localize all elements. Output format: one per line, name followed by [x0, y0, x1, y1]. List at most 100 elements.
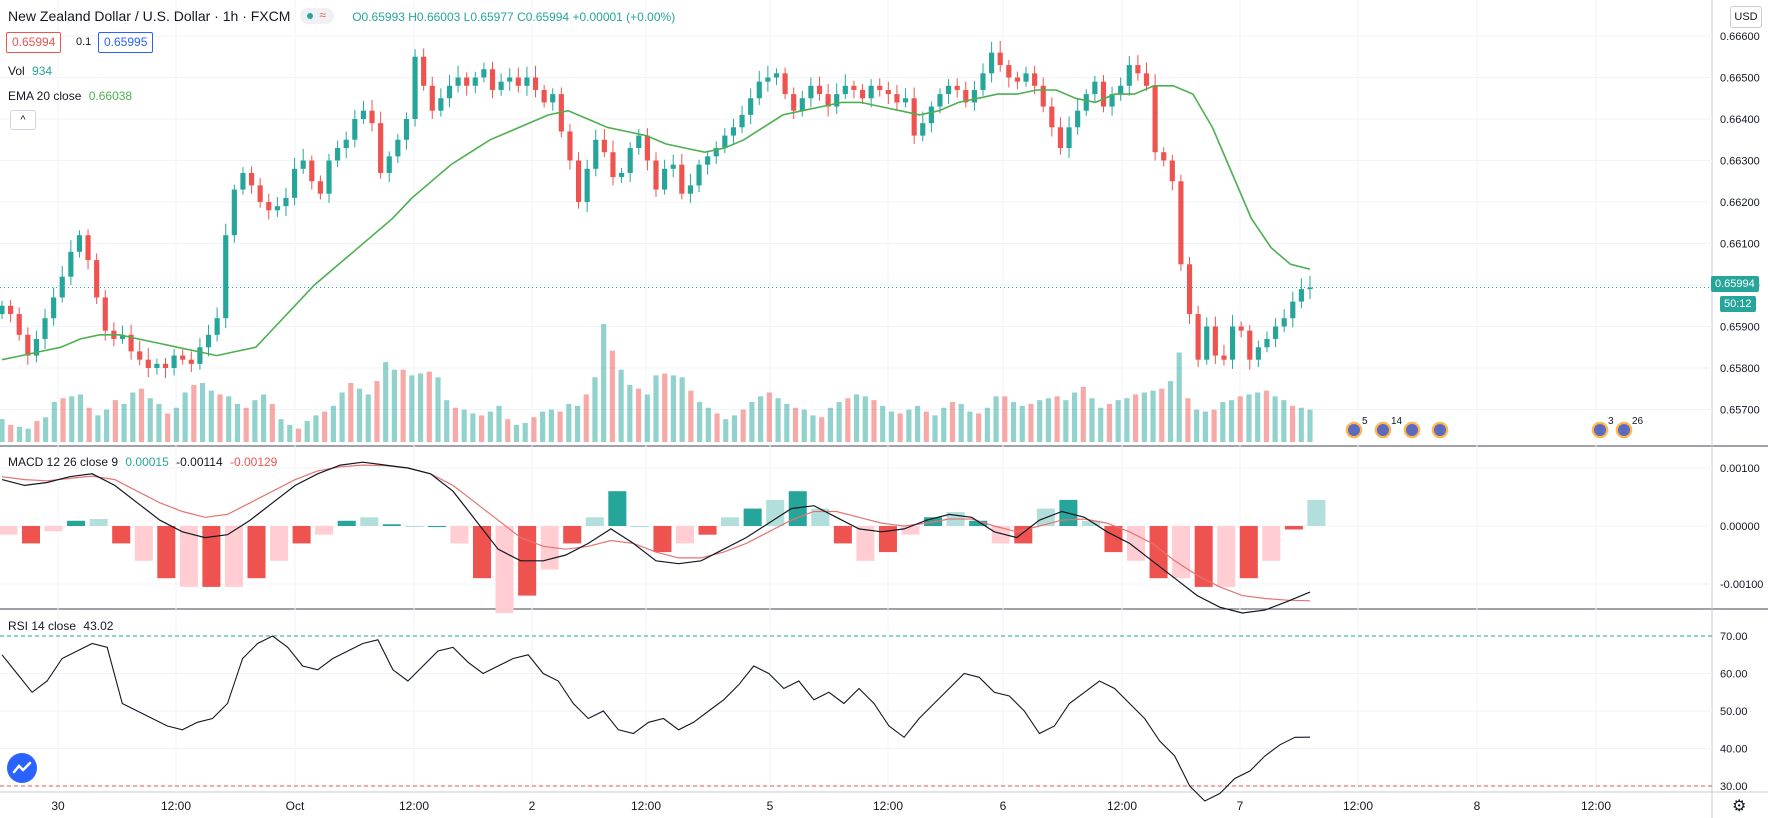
macd-signal-value: -0.00129: [229, 455, 278, 469]
candle-body: [679, 164, 685, 194]
volume-bar: [356, 388, 363, 442]
volume-bar: [1019, 405, 1025, 442]
price-tick-label: 0.65700: [1720, 405, 1760, 417]
macd-histogram-bar: [360, 517, 379, 526]
volume-bar: [261, 394, 267, 442]
candle-body: [1100, 81, 1107, 107]
rsi-legend[interactable]: RSI 14 close 43.02: [8, 618, 113, 634]
candle-body: [1281, 318, 1287, 327]
macd-histogram-bar: [969, 520, 988, 526]
volume-bar: [766, 392, 772, 442]
volume-value: 934: [32, 64, 53, 78]
candle-body: [791, 94, 797, 111]
candle-body: [567, 131, 573, 161]
market-status-indicator[interactable]: ≈: [300, 8, 335, 25]
candle-body: [834, 94, 840, 107]
event-count-label: 3: [1608, 416, 1614, 427]
candle-body: [1178, 181, 1184, 265]
candle-body: [326, 160, 332, 194]
candle-body: [920, 123, 926, 136]
candle-body: [756, 81, 762, 99]
ema-legend[interactable]: EMA 20 close 0.66038: [8, 88, 132, 104]
candle-body: [653, 160, 659, 190]
sell-price-box[interactable]: 0.65994: [6, 32, 62, 53]
candle-body: [971, 89, 977, 103]
volume-bar: [522, 422, 528, 442]
volume-bar: [1133, 394, 1139, 442]
open-value: O0.65993: [352, 10, 405, 24]
macd-histogram-bar: [721, 517, 740, 526]
candle-body: [593, 139, 599, 169]
event-flag-icon: [1402, 420, 1422, 440]
low-value: L0.65977: [463, 10, 514, 24]
volume-bar: [609, 350, 615, 442]
candle-body: [713, 148, 719, 157]
volume-bar: [923, 411, 929, 442]
volume-bar: [287, 424, 293, 442]
macd-histogram-bar: [1149, 526, 1168, 579]
candle-body: [412, 56, 418, 119]
volume-bar: [758, 396, 764, 442]
volume-bar: [383, 362, 389, 442]
collapse-legend-button[interactable]: ^: [10, 110, 36, 130]
candle-body: [16, 314, 22, 335]
macd-line: [1, 461, 1311, 614]
rsi-tick-label: 40.00: [1720, 744, 1748, 756]
candle-body: [481, 69, 487, 78]
buy-price-box[interactable]: 0.65995: [98, 32, 154, 53]
candle-body: [1118, 85, 1124, 95]
macd-histogram-bar: [382, 524, 401, 526]
candle-body: [1186, 264, 1193, 315]
candle-body: [799, 98, 805, 111]
candle-body: [171, 355, 177, 368]
volume-bar: [234, 403, 241, 442]
volume-bar: [984, 407, 990, 442]
price-tick-label: 0.66100: [1720, 239, 1760, 251]
volume-bar: [1211, 409, 1217, 442]
volume-bar: [217, 394, 223, 442]
candle-body: [1264, 338, 1270, 348]
macd-histogram-bar: [675, 526, 695, 544]
volume-bar: [662, 373, 668, 442]
macd-histogram-bar: [67, 520, 86, 526]
volume-bar: [714, 413, 720, 442]
macd-histogram-bar: [247, 526, 266, 579]
candle-body: [739, 114, 745, 128]
volume-bar: [1002, 396, 1008, 442]
macd-histogram-bar: [856, 526, 875, 561]
volume-bar: [853, 394, 860, 442]
volume-bar: [505, 419, 511, 442]
volume-bar: [1307, 409, 1313, 442]
candle-body: [1221, 355, 1227, 360]
candle-body: [1272, 326, 1279, 339]
candle-body: [1143, 73, 1150, 86]
candle-body: [1290, 301, 1296, 319]
candle-body: [610, 152, 616, 178]
macd-histogram-bar: [991, 526, 1010, 544]
volume-bar: [897, 413, 903, 442]
volume-bar: [1220, 402, 1226, 442]
gear-icon[interactable]: ⚙: [1732, 798, 1747, 815]
rsi-value: 43.02: [83, 619, 114, 633]
candle-body: [76, 235, 83, 252]
candle-body: [696, 164, 702, 186]
macd-histogram-bar: [157, 526, 176, 579]
candle-body: [1092, 81, 1098, 95]
ema-value: 0.66038: [88, 89, 133, 103]
macd-histogram-bar: [901, 526, 920, 535]
volume-bar: [252, 400, 258, 442]
candle-body: [842, 85, 848, 95]
volume-bar: [740, 409, 746, 442]
candle-body: [378, 123, 384, 173]
candle-body: [851, 85, 857, 90]
currency-button[interactable]: USD: [1730, 6, 1762, 28]
macd-legend[interactable]: MACD 12 26 close 9 0.00015 -0.00114 -0.0…: [8, 454, 277, 470]
time-tick-label: 12:00: [1343, 799, 1373, 813]
volume-bar: [391, 369, 397, 442]
macd-histogram-bar: [292, 526, 311, 544]
tradingview-logo-icon[interactable]: [7, 753, 37, 783]
volume-legend[interactable]: Vol 934: [8, 63, 52, 79]
candle-body: [808, 85, 814, 99]
candle-body: [997, 52, 1003, 66]
